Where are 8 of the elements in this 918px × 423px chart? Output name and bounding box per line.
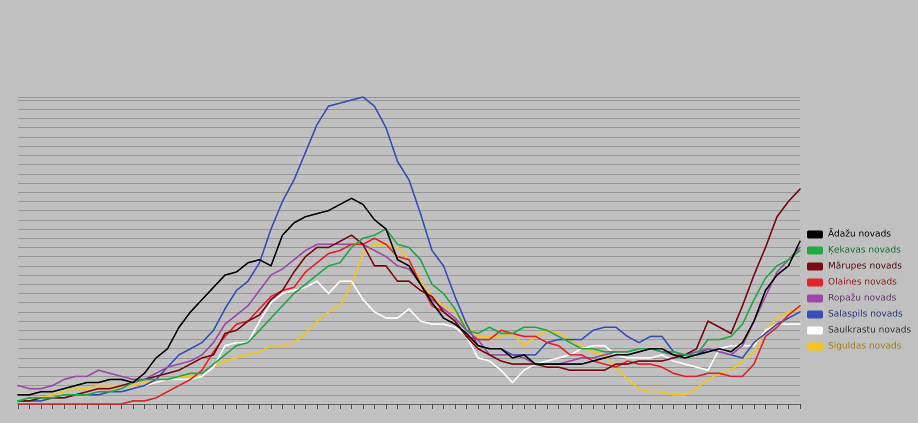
legend-label: Ropažu novads bbox=[828, 292, 897, 304]
legend-label: Mārupes novads bbox=[828, 262, 902, 272]
legend-label: Saulkrastu novads bbox=[828, 326, 912, 336]
legend-label: Ādažu novads bbox=[828, 228, 892, 240]
legend-label: Siguldas novads bbox=[828, 342, 902, 352]
legend-label: Olaines novads bbox=[828, 278, 898, 288]
legend-label: Salaspils novads bbox=[828, 310, 903, 320]
legend-label: Ķekavas novads bbox=[828, 246, 902, 256]
